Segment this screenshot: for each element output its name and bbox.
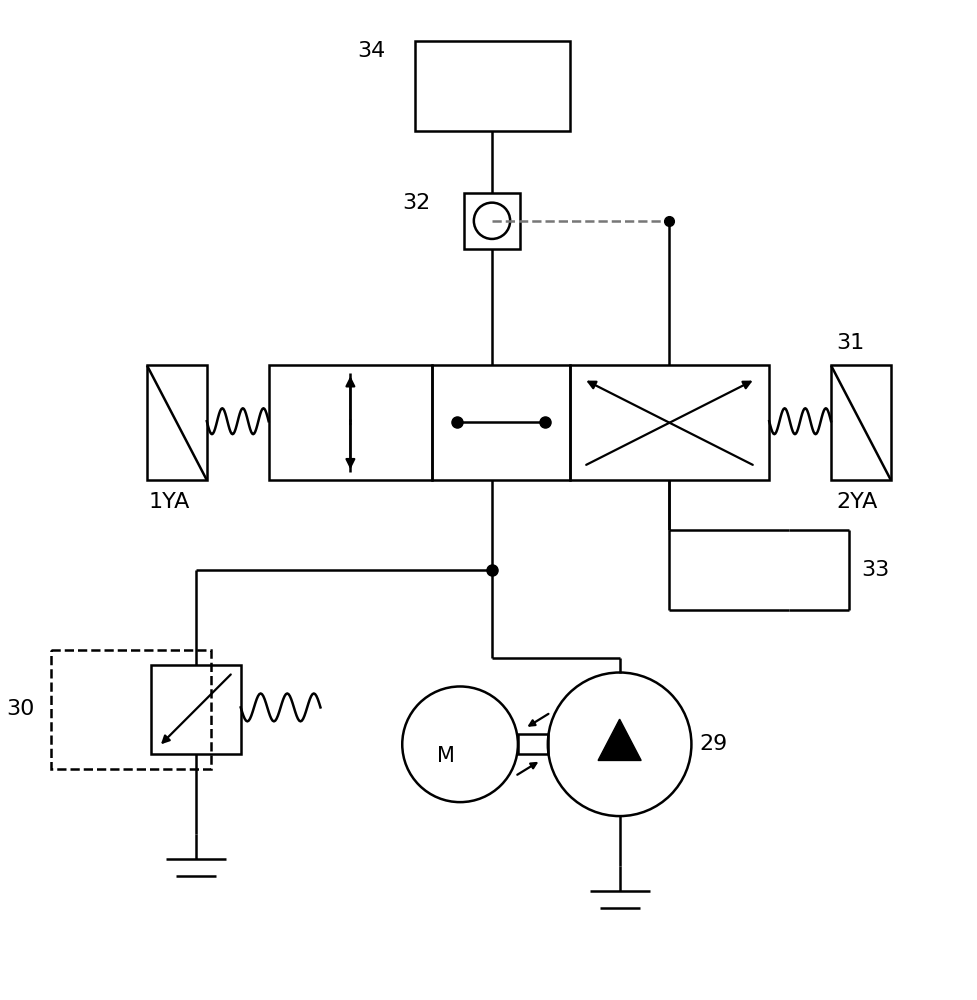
Bar bbox=[415, 41, 570, 131]
Bar bbox=[269, 365, 432, 480]
Bar bbox=[464, 193, 520, 249]
Text: 33: 33 bbox=[861, 560, 889, 580]
Text: 2YA: 2YA bbox=[836, 492, 877, 512]
Bar bbox=[151, 665, 240, 754]
Bar bbox=[831, 365, 891, 480]
Bar bbox=[570, 365, 769, 480]
Bar bbox=[147, 365, 207, 480]
Text: 31: 31 bbox=[836, 333, 865, 353]
Bar bbox=[51, 650, 211, 769]
Bar bbox=[432, 365, 570, 480]
Text: 1YA: 1YA bbox=[149, 492, 191, 512]
Text: 29: 29 bbox=[700, 734, 728, 754]
Text: 30: 30 bbox=[7, 699, 35, 719]
Text: 32: 32 bbox=[403, 193, 431, 213]
Polygon shape bbox=[598, 719, 641, 760]
Text: 34: 34 bbox=[358, 41, 386, 61]
Text: M: M bbox=[437, 746, 455, 766]
Bar bbox=[518, 734, 548, 754]
